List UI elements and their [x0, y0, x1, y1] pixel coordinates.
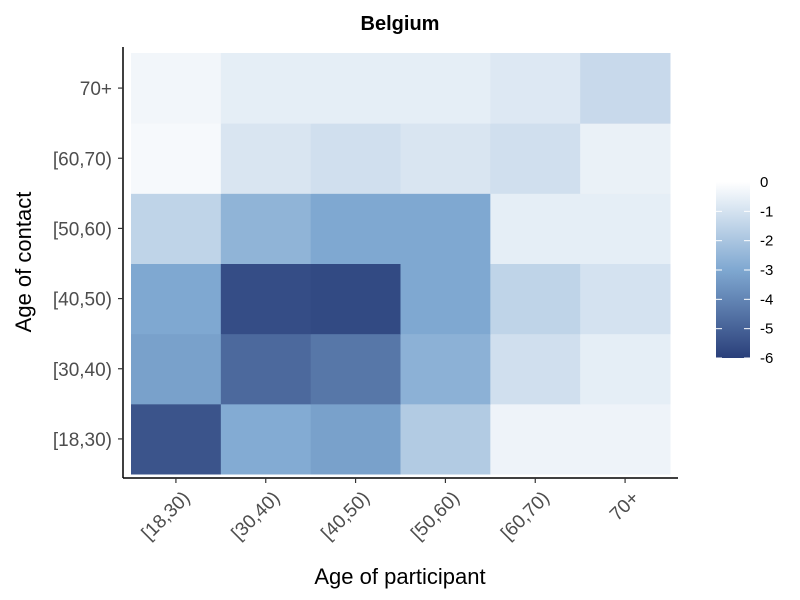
x-axis-title: Age of participant: [314, 564, 485, 589]
heatmap-cell: [131, 403, 222, 475]
heatmap-cell: [131, 333, 222, 405]
heatmap-cell: [490, 193, 581, 264]
y-axis-ticks: [18,30) [30,40) [40,50) [50,60) [60,70) 70+: [53, 79, 123, 451]
y-tick-label: [18,30): [53, 430, 112, 451]
x-axis-ticks: [18,30) [30,40) [40,50) [50,60) [60,70) 70+: [138, 478, 644, 544]
heatmap-cell: [310, 123, 401, 194]
heatmap-cell: [580, 263, 671, 335]
y-tick-label: [30,40): [53, 360, 112, 381]
heatmap-cell: [220, 53, 312, 124]
colorbar-legend: 0 -1 -2 -3 -4 -5 -6: [716, 174, 773, 367]
heatmap-cell: [400, 263, 491, 335]
heatmap-cell: [490, 403, 581, 475]
heatmap-cell: [310, 53, 401, 124]
x-tick-label: [50,60): [407, 488, 464, 545]
heatmap-cell: [490, 263, 581, 335]
colorbar-tick-label: -5: [760, 321, 773, 338]
y-tick-label: [50,60): [53, 219, 112, 240]
x-tick-label: [30,40): [228, 488, 285, 545]
y-tick-label: [60,70): [53, 149, 112, 170]
heatmap-cell: [310, 333, 401, 405]
heatmap-cell: [580, 333, 671, 405]
heatmap-cell: [490, 53, 581, 124]
heatmap-cell: [580, 403, 671, 475]
heatmap-cell: [220, 403, 312, 475]
heatmap-cell: [490, 123, 581, 194]
heatmap-cell: [310, 193, 401, 264]
y-tick-label: 70+: [80, 79, 112, 100]
heatmap-cell: [580, 123, 671, 194]
colorbar-tick-label: -6: [760, 350, 773, 367]
heatmap-cell: [131, 53, 222, 124]
heatmap-cell: [400, 123, 491, 194]
heatmap-cell: [131, 193, 222, 264]
heatmap-cell: [220, 123, 312, 194]
heatmap-cell: [310, 403, 401, 475]
x-tick-label: [60,70): [497, 488, 554, 545]
heatmap-cell: [400, 193, 491, 264]
heatmap-cell: [131, 123, 222, 194]
x-tick-label: 70+: [606, 488, 644, 526]
heatmap-cells: [131, 53, 671, 475]
colorbar-tick-label: -2: [760, 233, 773, 250]
heatmap-cell: [310, 263, 401, 335]
x-tick-label: [18,30): [138, 488, 195, 545]
heatmap-cell: [580, 193, 671, 264]
x-tick-label: [40,50): [317, 488, 374, 545]
heatmap-cell: [490, 333, 581, 405]
colorbar-tick-label: 0: [760, 174, 768, 191]
colorbar-tick-label: -3: [760, 262, 773, 279]
colorbar-tick-label: -4: [760, 291, 773, 308]
colorbar-tick-label: -1: [760, 203, 773, 220]
heatmap-cell: [580, 53, 671, 124]
chart-title: Belgium: [361, 13, 440, 35]
y-axis-title: Age of contact: [11, 192, 36, 333]
heatmap-cell: [400, 53, 491, 124]
heatmap-cell: [220, 263, 312, 335]
heatmap-cell: [400, 333, 491, 405]
y-tick-label: [40,50): [53, 290, 112, 311]
heatmap-cell: [220, 333, 312, 405]
heatmap-cell: [400, 403, 491, 475]
heatmap-cell: [131, 263, 222, 335]
heatmap-cell: [220, 193, 312, 264]
